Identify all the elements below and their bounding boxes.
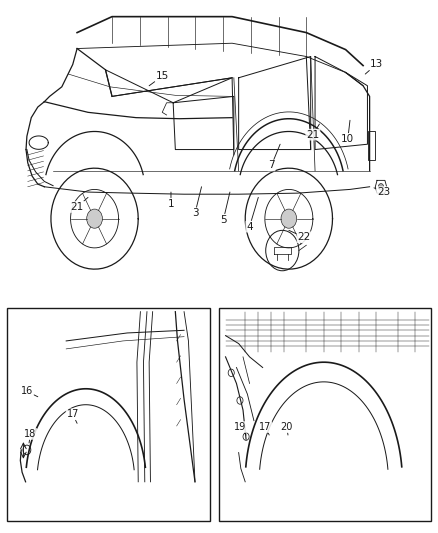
Text: 3: 3 bbox=[192, 187, 201, 219]
Text: 7: 7 bbox=[268, 144, 280, 171]
Text: 17: 17 bbox=[67, 409, 79, 423]
Text: 19: 19 bbox=[234, 422, 246, 435]
Text: 22: 22 bbox=[289, 230, 311, 243]
Circle shape bbox=[281, 209, 297, 228]
Text: 17: 17 bbox=[259, 422, 272, 435]
Text: 18: 18 bbox=[24, 429, 36, 443]
Text: 4: 4 bbox=[246, 197, 258, 232]
Text: 13: 13 bbox=[365, 60, 383, 74]
Text: 20: 20 bbox=[280, 422, 293, 435]
Bar bbox=[219, 308, 431, 521]
Bar bbox=[368, 131, 375, 160]
Text: 1: 1 bbox=[168, 192, 174, 209]
Text: 16: 16 bbox=[21, 386, 38, 397]
Circle shape bbox=[87, 209, 102, 228]
Circle shape bbox=[378, 183, 384, 190]
Text: 5: 5 bbox=[220, 192, 230, 225]
Text: 10: 10 bbox=[341, 120, 354, 144]
Text: 23: 23 bbox=[374, 187, 390, 197]
Bar bbox=[7, 308, 210, 521]
Text: 21: 21 bbox=[71, 197, 88, 212]
Text: 15: 15 bbox=[149, 71, 169, 86]
Text: 21: 21 bbox=[306, 124, 319, 140]
